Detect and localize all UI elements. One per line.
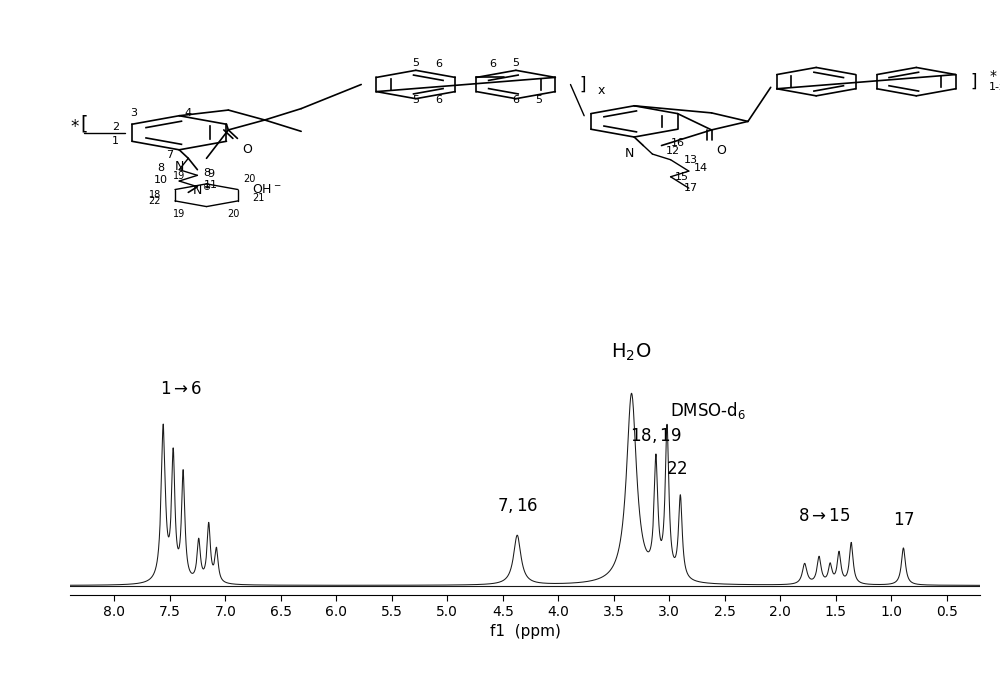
Text: $17$: $17$ bbox=[893, 511, 914, 529]
Text: 1: 1 bbox=[112, 137, 119, 146]
Text: 12: 12 bbox=[666, 146, 680, 156]
Text: 4: 4 bbox=[185, 108, 192, 118]
Text: 11: 11 bbox=[204, 180, 218, 190]
Text: ]: ] bbox=[580, 76, 586, 93]
Text: 2: 2 bbox=[112, 122, 119, 132]
Text: 5: 5 bbox=[535, 95, 542, 105]
Text: 1-x: 1-x bbox=[989, 82, 1000, 93]
Text: 7: 7 bbox=[167, 151, 174, 160]
Text: N: N bbox=[625, 147, 634, 160]
Text: x: x bbox=[598, 84, 605, 97]
Text: 19: 19 bbox=[173, 210, 185, 220]
Text: 16: 16 bbox=[671, 138, 685, 147]
Text: 5: 5 bbox=[512, 58, 519, 68]
Text: $1\rightarrow6$: $1\rightarrow6$ bbox=[160, 380, 202, 398]
Text: [: [ bbox=[80, 115, 87, 134]
Text: 19: 19 bbox=[173, 171, 185, 181]
Text: $18,19$: $18,19$ bbox=[630, 426, 682, 445]
Text: 20: 20 bbox=[243, 174, 255, 184]
Text: $22$: $22$ bbox=[666, 460, 688, 478]
Text: 6: 6 bbox=[490, 59, 497, 70]
Text: 15: 15 bbox=[675, 172, 689, 182]
Text: 17: 17 bbox=[684, 183, 698, 193]
Text: 8: 8 bbox=[203, 168, 210, 178]
Text: O: O bbox=[716, 144, 726, 157]
Text: 20: 20 bbox=[228, 210, 240, 220]
Text: O: O bbox=[242, 143, 252, 155]
Text: $8\rightarrow15$: $8\rightarrow15$ bbox=[798, 506, 851, 525]
Text: $\oplus$: $\oplus$ bbox=[202, 181, 211, 192]
Text: 5: 5 bbox=[412, 95, 419, 105]
Text: $\mathrm{DMSO\text{-}d_6}$: $\mathrm{DMSO\text{-}d_6}$ bbox=[670, 400, 746, 421]
Text: 5: 5 bbox=[412, 58, 419, 68]
Text: OH$^-$: OH$^-$ bbox=[252, 183, 281, 196]
Text: 3: 3 bbox=[130, 108, 137, 118]
Text: 22: 22 bbox=[148, 196, 161, 206]
Text: 14: 14 bbox=[693, 164, 707, 173]
Text: 10: 10 bbox=[154, 174, 168, 185]
Text: 13: 13 bbox=[684, 155, 698, 165]
Text: 8: 8 bbox=[157, 164, 165, 173]
Text: N: N bbox=[193, 185, 202, 197]
Text: ]: ] bbox=[971, 72, 977, 91]
Text: *: * bbox=[989, 69, 996, 83]
Text: $\mathrm{H_2O}$: $\mathrm{H_2O}$ bbox=[611, 341, 652, 363]
Text: 6: 6 bbox=[435, 59, 442, 70]
Text: $7,16$: $7,16$ bbox=[497, 496, 538, 515]
X-axis label: f1  (ppm): f1 (ppm) bbox=[490, 624, 560, 639]
Text: 9: 9 bbox=[207, 169, 215, 179]
Text: *: * bbox=[70, 118, 79, 136]
Text: N: N bbox=[175, 160, 184, 173]
Text: 6: 6 bbox=[512, 95, 519, 105]
Text: 21: 21 bbox=[252, 193, 264, 203]
Text: 18: 18 bbox=[149, 190, 161, 200]
Text: 6: 6 bbox=[435, 95, 442, 105]
